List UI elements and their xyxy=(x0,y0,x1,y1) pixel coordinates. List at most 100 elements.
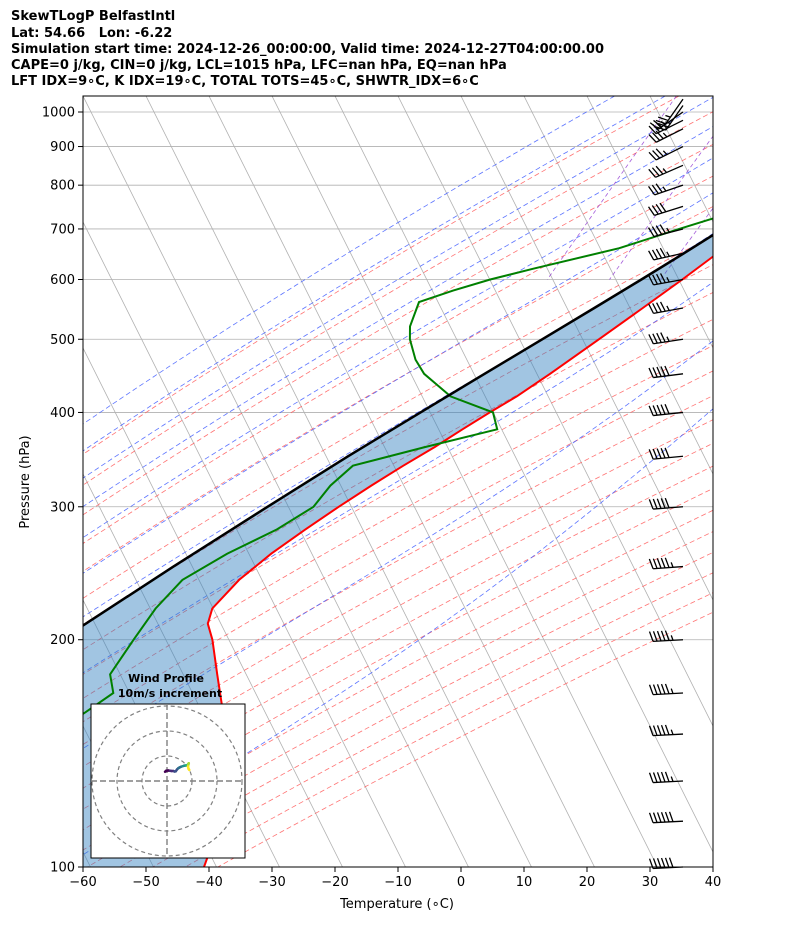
wind-barb-shaft xyxy=(653,733,684,737)
wind-barb-flag xyxy=(648,499,654,510)
wind-barb-flag xyxy=(659,202,667,213)
wind-barb xyxy=(648,273,684,286)
wind-barb-flag xyxy=(652,274,658,285)
y-tick-label: 300 xyxy=(50,500,75,515)
wind-barb-shaft xyxy=(653,252,684,261)
chart-title-line4: CAPE=0 j/kg, CIN=0 j/kg, LCL=1015 hPa, L… xyxy=(11,58,507,73)
y-tick-label: 400 xyxy=(50,406,75,421)
wind-barb-flag xyxy=(660,498,666,509)
wind-barb xyxy=(648,683,684,696)
wind-barb-flag xyxy=(652,631,658,642)
wind-barb-shaft xyxy=(654,184,684,196)
x-tick-label: −20 xyxy=(321,875,348,890)
isotherm-line xyxy=(460,96,713,601)
x-tick-label: 30 xyxy=(642,875,659,890)
wind-barb-flag xyxy=(647,227,655,237)
wind-barb-flag xyxy=(660,683,666,695)
wind-barb-flag xyxy=(652,123,661,133)
x-tick-label: 20 xyxy=(579,875,596,890)
isotherm-line xyxy=(83,96,469,867)
wind-barb-flag xyxy=(656,772,662,783)
wind-barb xyxy=(648,128,684,143)
wind-barb-flag xyxy=(664,771,670,782)
temperature-profile-line xyxy=(203,255,713,867)
x-tick-label: −40 xyxy=(195,875,222,890)
wind-barb-flag xyxy=(664,365,670,376)
y-axis-label: Pressure (hPa) xyxy=(18,435,33,528)
y-tick-label: 800 xyxy=(50,179,75,194)
moist-adiabat-line xyxy=(83,96,713,479)
y-tick-label: 500 xyxy=(50,333,75,348)
mixing-ratio-line xyxy=(609,135,713,280)
wind-barb-shaft xyxy=(653,338,684,345)
wind-barb-flag xyxy=(648,186,656,196)
wind-barb-flag xyxy=(657,116,669,122)
wind-barb-flag xyxy=(648,684,654,695)
wind-barb-flag xyxy=(656,404,662,415)
x-tick-label: −30 xyxy=(258,875,285,890)
wind-barb-flag xyxy=(648,367,654,378)
wind-barb-flag xyxy=(652,367,658,378)
wind-barb-shaft xyxy=(653,692,684,696)
wind-barb-flag xyxy=(648,631,654,642)
wind-barb-flag xyxy=(648,168,657,178)
wind-barb-half-flag xyxy=(670,776,674,782)
wind-barb-flag xyxy=(655,130,664,140)
wind-barb-half-flag xyxy=(660,120,666,126)
wind-barb-flag xyxy=(648,405,654,416)
x-tick-label: −50 xyxy=(132,875,159,890)
wind-barb-flag xyxy=(664,557,670,568)
wind-barb-flag xyxy=(652,333,658,344)
wind-barb-flag xyxy=(659,247,667,258)
wind-barb-flag xyxy=(668,857,674,868)
wind-barb-flag xyxy=(652,132,661,141)
wind-barb-flag xyxy=(651,205,659,215)
wind-barb-shaft xyxy=(658,111,684,130)
wind-barb-shaft xyxy=(653,639,684,643)
dry-adiabat-line xyxy=(83,345,713,699)
hodograph-inset: Wind Profile 10m/s increment xyxy=(90,672,246,859)
wind-barb-flag xyxy=(652,498,658,510)
x-axis-label: Temperature (∘C) xyxy=(339,897,454,912)
wind-barb-flag xyxy=(660,857,666,869)
isotherm-line xyxy=(83,221,406,867)
wind-barb-flag xyxy=(648,725,654,736)
wind-barb-flag xyxy=(648,250,655,261)
dewpoint-profile-line xyxy=(83,217,713,715)
wind-barb-flag xyxy=(648,151,657,161)
wind-barb-flag xyxy=(664,404,670,415)
y-tick-label: 100 xyxy=(50,861,75,876)
wind-barb-flag xyxy=(655,225,663,235)
wind-barb xyxy=(648,365,684,379)
mixing-ratio-line xyxy=(715,96,794,280)
dry-adiabat-line xyxy=(83,370,713,723)
wind-barb xyxy=(648,447,684,460)
parcel-profile-line xyxy=(83,233,713,627)
wind-barb-flag xyxy=(648,125,657,135)
dry-adiabat-line xyxy=(83,291,713,651)
x-tick-label: 0 xyxy=(457,875,465,890)
wind-barb-half-flag xyxy=(666,227,671,233)
wind-barb-flag xyxy=(652,558,658,569)
wind-barbs xyxy=(647,98,684,870)
wind-barb xyxy=(648,497,684,510)
wind-barb-flag xyxy=(648,558,654,569)
wind-barb-half-flag xyxy=(662,168,668,173)
wind-barb-flag xyxy=(648,134,657,143)
wind-barb-flag xyxy=(652,303,658,313)
dry-adiabat-line xyxy=(83,111,713,486)
wind-barb-flag xyxy=(656,684,662,695)
wind-barb-half-flag xyxy=(666,305,670,311)
wind-barb xyxy=(648,630,684,643)
isotherm-line xyxy=(271,96,658,867)
wind-barb-flag xyxy=(656,366,662,377)
wind-barb-half-flag xyxy=(662,132,668,138)
hodograph-title: Wind Profile xyxy=(128,672,204,685)
grid-layer xyxy=(83,96,794,867)
wind-barb-shaft xyxy=(654,205,684,216)
wind-barb-flag xyxy=(656,558,662,569)
wind-barb-flag xyxy=(648,275,655,286)
wind-barb xyxy=(648,811,684,824)
wind-barb-flag xyxy=(664,497,670,509)
wind-barb-half-flag xyxy=(670,635,674,641)
